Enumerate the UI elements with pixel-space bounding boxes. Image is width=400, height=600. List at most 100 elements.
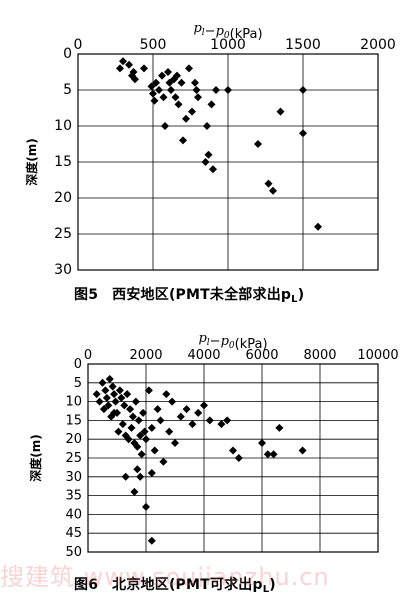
data-point — [137, 450, 146, 459]
data-point — [116, 64, 124, 73]
x-tick-label: 1500 — [285, 37, 321, 53]
data-point — [117, 393, 126, 402]
data-point — [144, 386, 153, 395]
data-point — [140, 427, 149, 436]
data-point — [191, 78, 199, 87]
y-tick-label: 25 — [65, 451, 82, 466]
data-point — [140, 64, 148, 73]
data-point — [212, 86, 220, 94]
data-point — [125, 60, 133, 69]
figure-5-caption: 图5 西安地区(PMT未全部求出pL) — [74, 284, 304, 305]
data-point — [119, 57, 127, 66]
data-point — [174, 100, 183, 109]
data-point — [264, 179, 273, 188]
data-point — [123, 390, 132, 399]
plot-frame — [87, 363, 379, 553]
data-point — [205, 416, 214, 425]
y-tick-label: 20 — [65, 432, 82, 447]
data-point — [136, 431, 145, 440]
data-point — [102, 393, 111, 402]
data-point — [165, 427, 174, 436]
data-point — [165, 78, 174, 87]
data-point — [176, 412, 185, 421]
y-tick-label: 50 — [65, 545, 82, 560]
y-tick-label: 10 — [65, 395, 82, 410]
figure-6-caption-close: ) — [269, 577, 276, 593]
data-point — [188, 107, 196, 116]
y-tick-label: 30 — [54, 262, 72, 278]
data-point — [168, 397, 177, 406]
data-point — [127, 423, 136, 432]
data-point — [234, 454, 243, 462]
figure-6-number: 图6 — [74, 577, 99, 593]
figure-6-caption-subscript: L — [262, 584, 270, 595]
data-point — [209, 165, 217, 174]
y-tick-label: 30 — [65, 470, 82, 485]
data-point — [139, 408, 148, 417]
y-tick-label: 35 — [65, 489, 82, 504]
figure-6-caption: 图6 北京地区(PMT可求出pL) — [74, 574, 276, 595]
data-point — [147, 536, 156, 545]
data-point — [130, 438, 139, 447]
data-point — [299, 129, 307, 138]
y-tick-label: 15 — [65, 413, 82, 428]
data-point — [105, 375, 114, 384]
y-tick-label: 45 — [65, 526, 82, 541]
figure-5-caption-close: ) — [297, 287, 305, 303]
data-point — [164, 68, 172, 76]
data-point — [224, 86, 232, 94]
chart-6: 0 2000 4000 6000 8000 10000051015202530354045… — [28, 331, 399, 560]
data-point — [314, 222, 322, 231]
data-point — [150, 446, 159, 455]
data-point — [133, 465, 142, 474]
data-point — [179, 136, 187, 145]
figure-5-caption-text: 西安地区(PMT未全部求出p — [112, 287, 292, 303]
y-axis-title: 深度(m) — [24, 138, 39, 185]
data-point — [182, 114, 190, 123]
data-point — [121, 472, 130, 481]
data-point — [167, 86, 175, 94]
data-point — [111, 397, 120, 406]
data-point — [130, 487, 139, 496]
data-point — [128, 412, 137, 421]
data-point — [98, 378, 107, 387]
data-point — [133, 442, 142, 451]
figure-5-number: 图5 — [74, 287, 99, 303]
x-tick-label: 2000 — [360, 37, 396, 53]
x-axis-title: pl−p0(kPa) — [198, 331, 267, 352]
data-point — [124, 435, 133, 444]
data-point — [173, 71, 181, 80]
data-point — [171, 93, 180, 102]
data-point — [150, 96, 159, 105]
plot-frame — [77, 53, 379, 271]
figure-6: 0 2000 4000 6000 8000 10000 0 5 10 15 20 25 30 35 40 45… — [0, 312, 400, 600]
data-point — [229, 446, 237, 455]
data-point — [177, 78, 186, 87]
y-tick-label: 25 — [54, 226, 72, 242]
data-point — [114, 427, 123, 436]
data-point — [200, 401, 208, 410]
data-point — [153, 405, 162, 414]
data-point — [118, 420, 127, 429]
x-tick-label: 1000 — [210, 37, 246, 53]
data-point — [131, 75, 139, 84]
data-point — [156, 416, 165, 425]
data-point — [126, 405, 135, 414]
data-point — [115, 386, 124, 395]
y-tick-label: 5 — [74, 376, 82, 391]
x-tick-label: 8000 — [303, 348, 336, 363]
data-point — [149, 89, 157, 98]
data-point — [95, 397, 104, 406]
data-point — [159, 457, 168, 466]
y-tick-label: 20 — [54, 190, 72, 206]
data-point — [101, 386, 110, 395]
data-point — [120, 401, 129, 410]
y-tick-label: 0 — [74, 357, 82, 372]
data-point — [204, 150, 213, 159]
x-tick-label: 0 — [84, 348, 92, 363]
data-point — [269, 450, 278, 459]
data-point — [152, 78, 160, 87]
x-axis-title: pl−p0(kPa) — [193, 21, 262, 42]
data-point — [159, 93, 168, 102]
data-point — [110, 390, 119, 399]
